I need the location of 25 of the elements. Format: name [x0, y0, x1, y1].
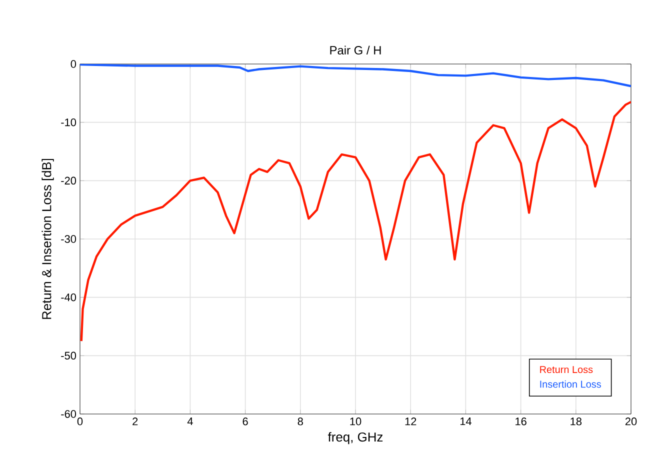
- line-series: [80, 64, 632, 88]
- x-tick-label: 8: [298, 418, 303, 426]
- x-tick-label: 14: [460, 418, 472, 426]
- x-tick-label: 0: [77, 418, 83, 426]
- x-tick-label: 10: [350, 418, 362, 426]
- x-axis-title: freq, GHz: [328, 432, 383, 444]
- chart-title: Pair G / H: [330, 46, 381, 54]
- y-tick-label: -30: [61, 235, 76, 243]
- x-tick-label: 12: [405, 418, 416, 426]
- y-tick-label: -50: [61, 352, 76, 360]
- x-tick-label: 16: [516, 418, 526, 426]
- y-tick-label: 0: [70, 60, 76, 68]
- x-tick-label: 4: [187, 418, 193, 426]
- x-tick-label: 18: [570, 418, 582, 426]
- x-tick-label: 20: [625, 418, 637, 426]
- x-tick-label: 6: [242, 418, 248, 426]
- y-axis-title: Return & Insertion Loss [dB]: [42, 158, 54, 319]
- line-series: [80, 100, 632, 342]
- text: Insertion Loss: [540, 380, 601, 388]
- y-tick-label: -20: [61, 176, 76, 185]
- x-tick-label: 2: [132, 418, 138, 426]
- y-tick-label: -10: [61, 118, 76, 126]
- y-tick-label: -40: [61, 293, 76, 302]
- text: Return Loss: [540, 366, 593, 374]
- y-tick-label: -60: [61, 410, 76, 418]
